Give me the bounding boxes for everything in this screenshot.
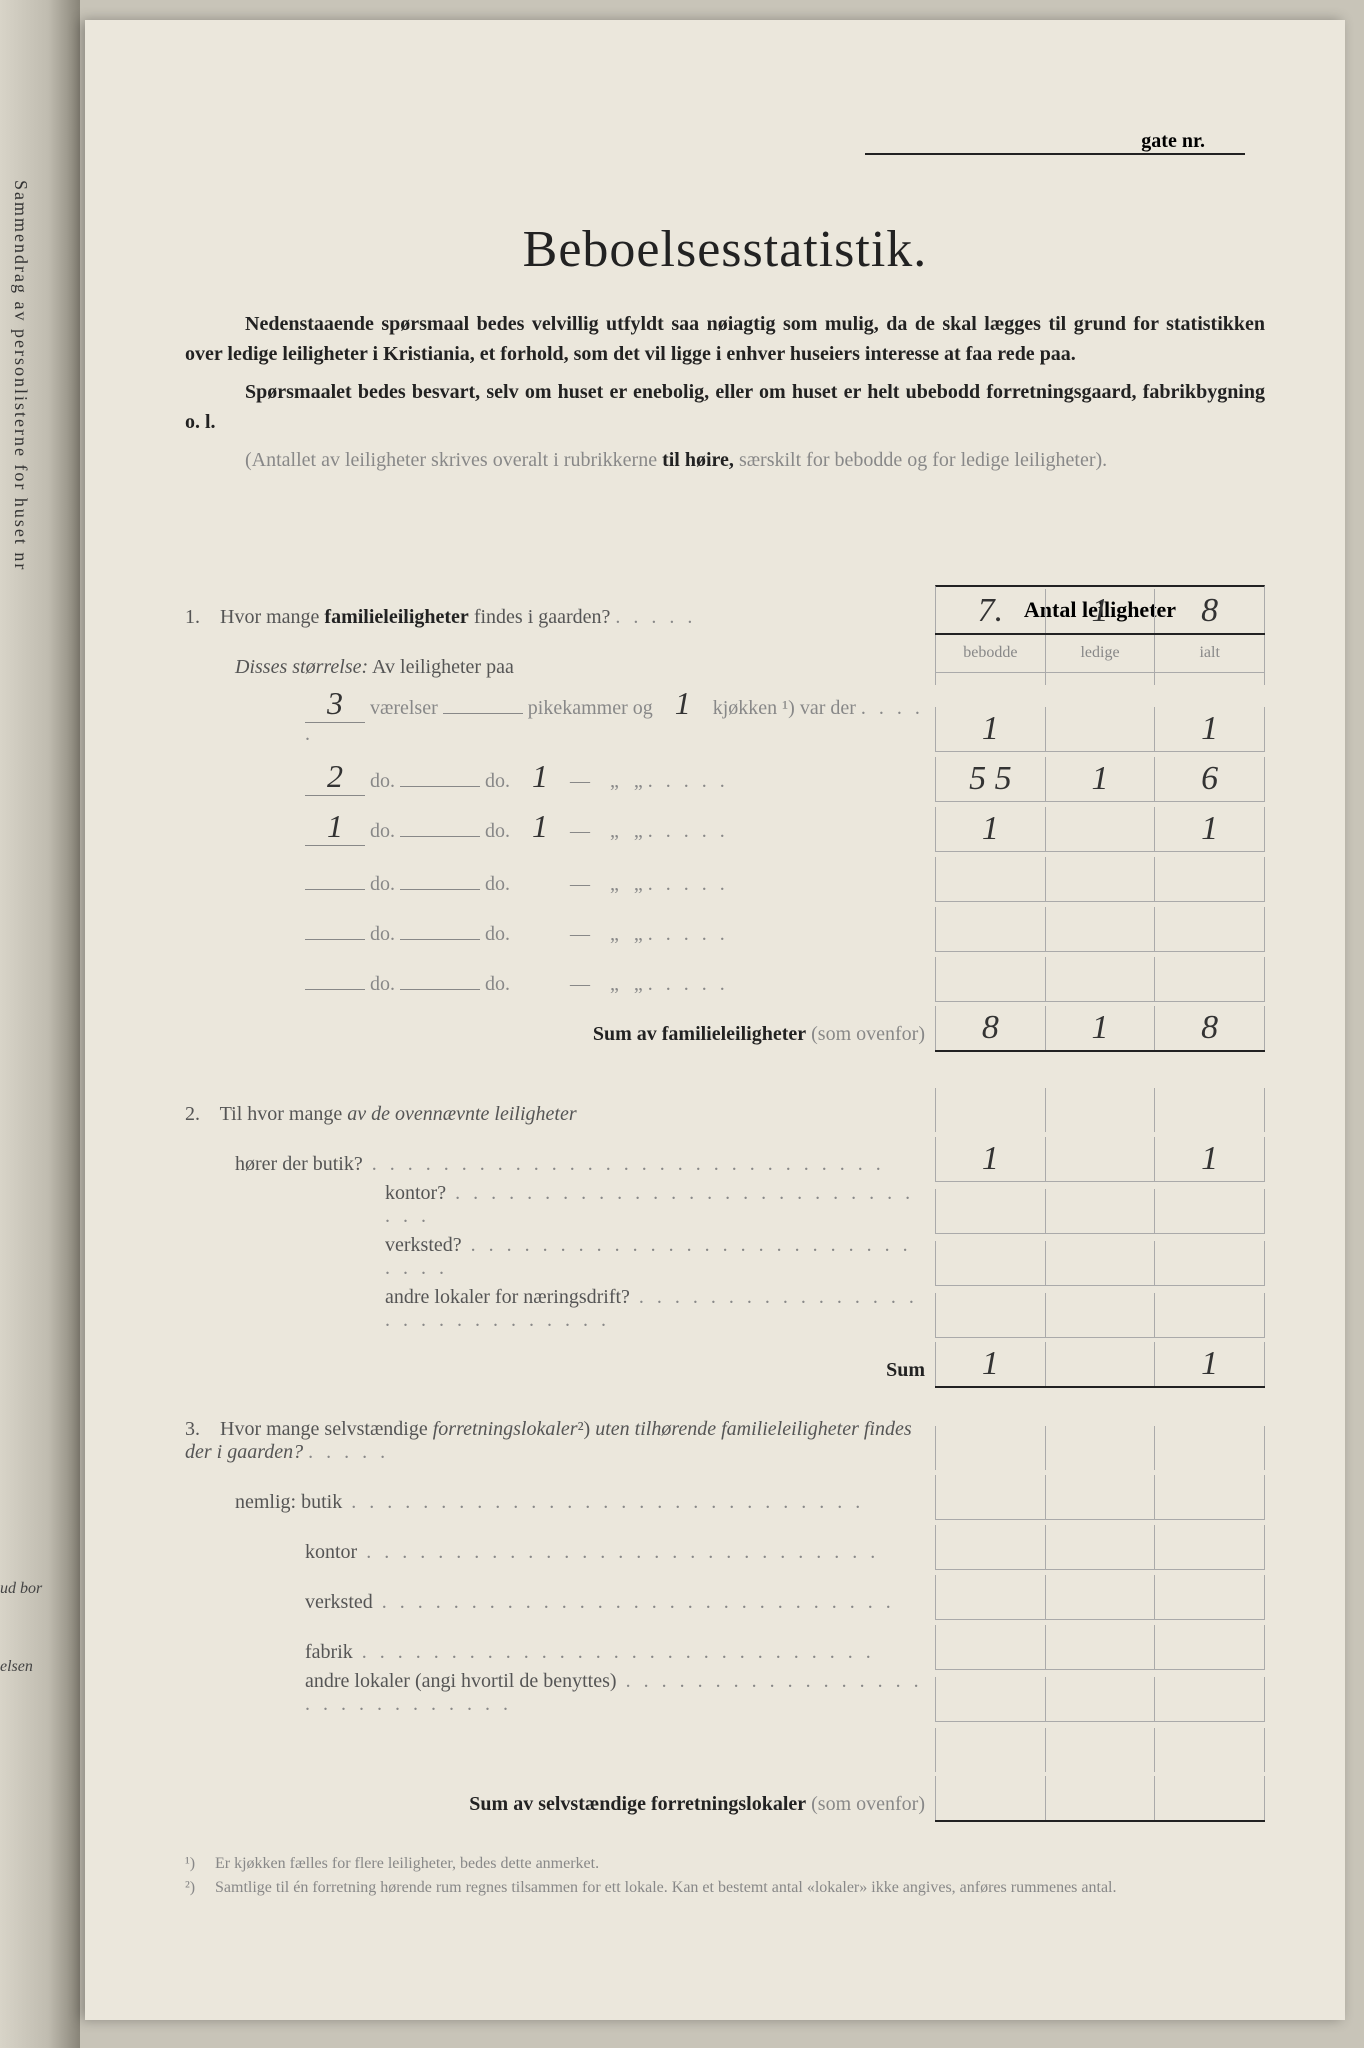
q3-subrow: kontor — [185, 1520, 1265, 1570]
size-row: do. do. — „ „ — [185, 852, 1265, 902]
size-ialt: 1 — [1154, 807, 1265, 851]
size-ialt — [1154, 957, 1265, 1001]
q1-bebodde: 7. — [935, 589, 1045, 633]
q3-subrow: nemlig: butik — [185, 1470, 1265, 1520]
q3-subrow: fabrik — [185, 1620, 1265, 1670]
q2-ialt — [1154, 1241, 1265, 1285]
sum-1-row: Sum av familieleiligheter (som ovenfor) … — [185, 1002, 1265, 1052]
q2-ledige — [1045, 1137, 1155, 1181]
q2-subrow: hører der butik? 1 1 — [185, 1132, 1265, 1182]
spine-text: Sammendrag av personlisterne for huset n… — [10, 180, 31, 571]
size-ledige — [1045, 707, 1155, 751]
statistics-table: Antal leiligheter bebodde ledige ialt 1.… — [185, 585, 1265, 1822]
size-ialt: 6 — [1154, 757, 1265, 801]
q2-subrow: andre lokaler for næringsdrift? — [185, 1286, 1265, 1338]
margin-note-1: ud bor — [0, 1580, 70, 1598]
size-row: 2 do. do. 1 — „ „ 5 5 1 6 — [185, 752, 1265, 802]
size-bebodde — [935, 957, 1045, 1001]
q3-subrow: andre lokaler (angi hvortil de benyttes) — [185, 1670, 1265, 1722]
sum1-ialt: 8 — [1154, 1006, 1265, 1050]
footnotes: ¹) Er kjøkken fælles for flere leilighet… — [185, 1852, 1265, 1900]
sum-2-row: Sum 1 1 — [185, 1338, 1265, 1388]
size-row: 3 værelser pikekammer og 1 kjøkken ¹) va… — [185, 685, 1265, 752]
q2-subrow: kontor? — [185, 1182, 1265, 1234]
size-ledige — [1045, 807, 1155, 851]
q3-subrow: verksted — [185, 1570, 1265, 1620]
size-ledige — [1045, 907, 1155, 951]
size-ialt — [1154, 907, 1265, 951]
book-spine: Sammendrag av personlisterne for huset n… — [0, 0, 80, 2048]
table-body: 1. Hvor mange familieleiligheter findes … — [185, 585, 1265, 1822]
sum2-bebodde: 1 — [935, 1342, 1045, 1386]
size-ledige: 1 — [1045, 757, 1155, 801]
intro-paragraph-1: Nedenstaaende spørsmaal bedes velvillig … — [185, 309, 1265, 369]
sum1-bebodde: 8 — [935, 1006, 1045, 1050]
q1-subtitle-row: Disses størrelse: Av leiligheter paa — [185, 635, 1265, 685]
q2-ledige — [1045, 1189, 1155, 1233]
q2-ledige — [1045, 1293, 1155, 1337]
q1-ledige: 1 — [1045, 589, 1155, 633]
q2-ledige — [1045, 1241, 1155, 1285]
q2-ialt — [1154, 1189, 1265, 1233]
document-page: gate nr. Beboelsesstatistik. Nedenstaaen… — [85, 20, 1345, 2020]
size-bebodde: 1 — [935, 807, 1045, 851]
question-1-row: 1. Hvor mange familieleiligheter findes … — [185, 585, 1265, 635]
q2-bebodde — [935, 1293, 1045, 1337]
intro-paragraph-2: Spørsmaalet bedes besvart, selv om huset… — [185, 377, 1265, 437]
size-ledige — [1045, 857, 1155, 901]
intro-paragraph-3: (Antallet av leiligheter skrives overalt… — [185, 445, 1265, 475]
gate-label: gate nr. — [1141, 130, 1205, 152]
size-row: do. do. — „ „ — [185, 952, 1265, 1002]
size-ialt: 1 — [1154, 707, 1265, 751]
q2-subrow: verksted? — [185, 1234, 1265, 1286]
margin-note-2: elsen — [0, 1658, 70, 1676]
footnote-1: ¹) Er kjøkken fælles for flere leilighet… — [185, 1852, 1265, 1876]
sum1-ledige: 1 — [1045, 1006, 1155, 1050]
q2-bebodde — [935, 1189, 1045, 1233]
size-row: 1 do. do. 1 — „ „ 1 1 — [185, 802, 1265, 852]
q2-ialt — [1154, 1293, 1265, 1337]
page-title: Beboelsesstatistik. — [185, 220, 1265, 279]
q2-bebodde — [935, 1241, 1045, 1285]
size-ialt — [1154, 857, 1265, 901]
sum-3-row: Sum av selvstændige forretningslokaler (… — [185, 1772, 1265, 1822]
sum2-ledige — [1045, 1342, 1155, 1386]
margin-notes: ud bor elsen — [0, 1580, 70, 1736]
q2-ialt: 1 — [1154, 1137, 1265, 1181]
size-ledige — [1045, 957, 1155, 1001]
size-bebodde — [935, 857, 1045, 901]
size-row: do. do. — „ „ — [185, 902, 1265, 952]
footnote-2: ²) Samtlige til én forretning hørende ru… — [185, 1876, 1265, 1900]
question-2-row: 2. Til hvor mange av de ovennævnte leili… — [185, 1082, 1265, 1132]
question-3-row: 3. Hvor mange selvstændige forretningslo… — [185, 1418, 1265, 1470]
q2-bebodde: 1 — [935, 1137, 1045, 1181]
size-bebodde — [935, 907, 1045, 951]
q1-ialt: 8 — [1154, 589, 1265, 633]
sum2-ialt: 1 — [1154, 1342, 1265, 1386]
size-bebodde: 5 5 — [935, 757, 1045, 801]
gate-number-field: gate nr. — [865, 130, 1245, 155]
size-bebodde: 1 — [935, 707, 1045, 751]
